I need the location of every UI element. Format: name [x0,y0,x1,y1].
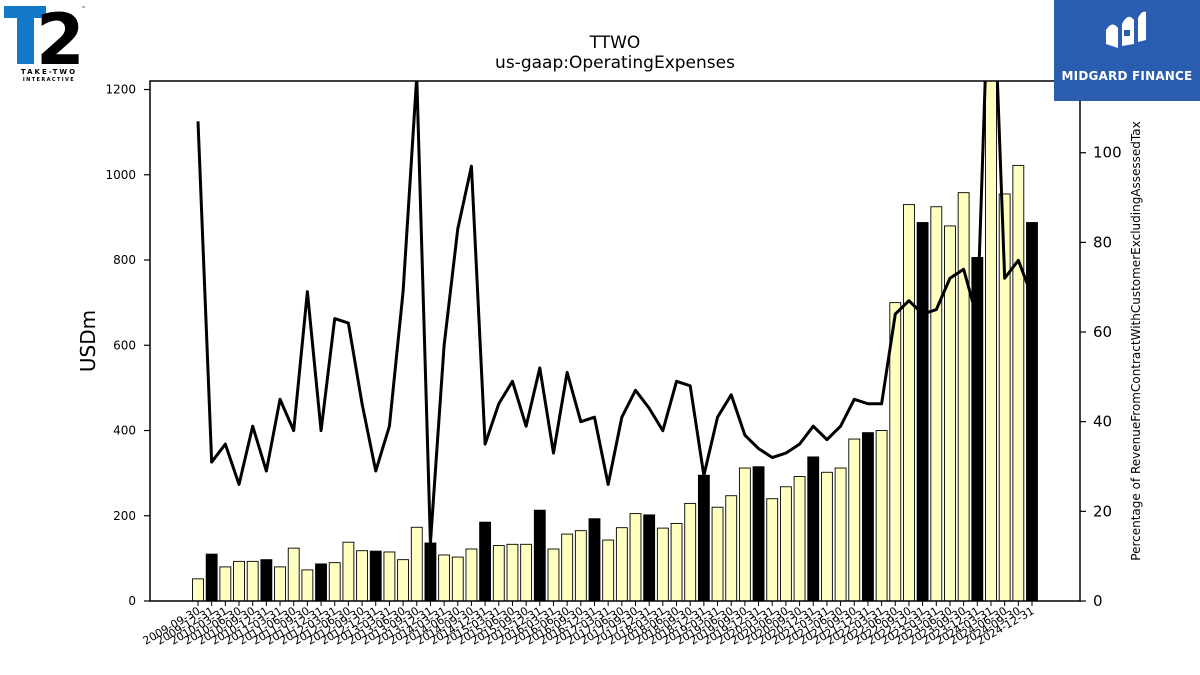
bar-2017-09-30 [629,513,642,601]
interactive-wordmark: INTERACTIVE [22,77,76,83]
bar-2021-06-30 [834,467,847,601]
bar-2019-06-30 [725,495,738,601]
bar-2009-09-30 [192,578,204,601]
bar-2016-12-31 [588,518,601,601]
bar-2020-09-30 [793,476,806,601]
y2-tick-label: 60 [1093,323,1112,341]
bar-2015-03-31 [492,545,505,601]
y-tick-label: 1000 [105,168,136,182]
revenue-percentage-line [196,81,1034,545]
bar-2017-06-30 [615,527,628,601]
bar-2018-06-30 [670,522,683,601]
take-two-wordmark: TAKE-TWO [20,68,78,76]
bar-2016-03-31 [547,548,560,601]
line-series [196,81,1034,545]
bar-2011-12-31 [315,563,327,601]
bar-2022-03-31 [875,430,888,601]
bar-2015-12-31 [533,509,546,601]
bar-2012-12-31 [369,550,382,601]
bar-2013-03-31 [383,551,396,601]
bar-2010-09-30 [246,560,259,601]
bar-2024-09-30 [1012,164,1025,601]
chart-title: TTWO [589,33,641,53]
bar-2022-06-30 [889,302,902,601]
bar-2018-03-31 [656,527,669,601]
bar-2018-12-31 [697,474,710,601]
take-two-logo: 2 ™ TAKE-TWO INTERACTIVE [4,0,92,84]
bar-series [192,81,1038,601]
bar-2018-09-30 [684,502,697,601]
bar-2011-06-30 [287,547,300,601]
bar-2011-09-30 [301,569,314,601]
bar-2022-09-30 [903,204,915,601]
bar-2024-03-31 [985,81,997,601]
bar-2022-12-31 [916,222,929,601]
bar-2023-09-30 [957,192,970,601]
bar-2017-12-31 [643,514,656,601]
bar-2023-03-31 [930,206,943,601]
y2-tick-label: 0 [1093,592,1103,610]
y-tick-label: 600 [113,338,136,352]
bar-2010-12-31 [260,559,273,601]
bar-2020-12-31 [807,456,820,601]
bar-2016-06-30 [561,533,574,601]
bar-2019-03-31 [711,506,724,601]
bar-2010-03-31 [219,566,232,601]
y-tick-label: 1200 [105,83,136,97]
bar-2020-06-30 [779,486,792,601]
bar-2014-09-30 [465,548,478,601]
bar-2011-03-31 [274,566,286,601]
bar-2021-09-30 [848,438,861,601]
bar-2023-06-30 [944,225,956,601]
y2-axis-label: Percentage of RevenueFromContractWithCus… [1129,121,1143,560]
bar-2020-03-31 [766,498,779,601]
bar-2013-12-31 [424,542,437,601]
bar-2024-12-31 [1026,222,1038,601]
bar-2013-06-30 [397,559,409,601]
bar-2014-03-31 [438,554,451,601]
y-tick-label: 800 [113,253,136,267]
plot-frame [149,80,1081,602]
trademark-mark: ™ [81,6,86,12]
bar-2016-09-30 [574,530,587,601]
bar-2023-12-31 [971,257,984,601]
y-tick-label: 200 [113,509,136,523]
y-axis-label: USDm [76,310,100,372]
bar-2021-12-31 [862,432,874,601]
y2-tick-label: 40 [1093,413,1112,431]
midgard-finance-logo: MIDGARD FINANCE [1054,0,1200,101]
y2-tick-label: 80 [1093,233,1112,251]
bar-2015-09-30 [520,543,533,601]
bar-2012-06-30 [342,541,355,601]
bar-2009-12-31 [205,553,218,601]
bar-2019-12-31 [752,466,765,601]
midgard-finance-wordmark: MIDGARD FINANCE [1061,69,1193,83]
bar-2019-09-30 [738,467,751,601]
y2-tick-label: 100 [1093,144,1122,162]
bar-2014-12-31 [479,521,492,601]
midgard-m-icon [1106,11,1146,48]
bar-2012-09-30 [356,550,368,601]
bar-2017-03-31 [602,539,615,601]
t2-logo-digit: 2 [36,4,85,68]
axes: 0200400600800100012000204060801002009-09… [105,83,1121,648]
bar-2014-06-30 [451,556,464,601]
bar-2015-06-30 [506,543,519,601]
y2-tick-label: 20 [1093,502,1112,520]
bar-2021-03-31 [821,471,833,601]
y-tick-label: 400 [113,424,136,438]
t2-logo-icon: 2 ™ [4,0,86,81]
y-tick-label: 0 [128,594,136,608]
bar-2012-03-31 [328,562,341,601]
bar-2013-09-30 [410,526,423,601]
bar-2010-06-30 [233,560,245,601]
chart-subtitle: us-gaap:OperatingExpenses [495,53,735,73]
